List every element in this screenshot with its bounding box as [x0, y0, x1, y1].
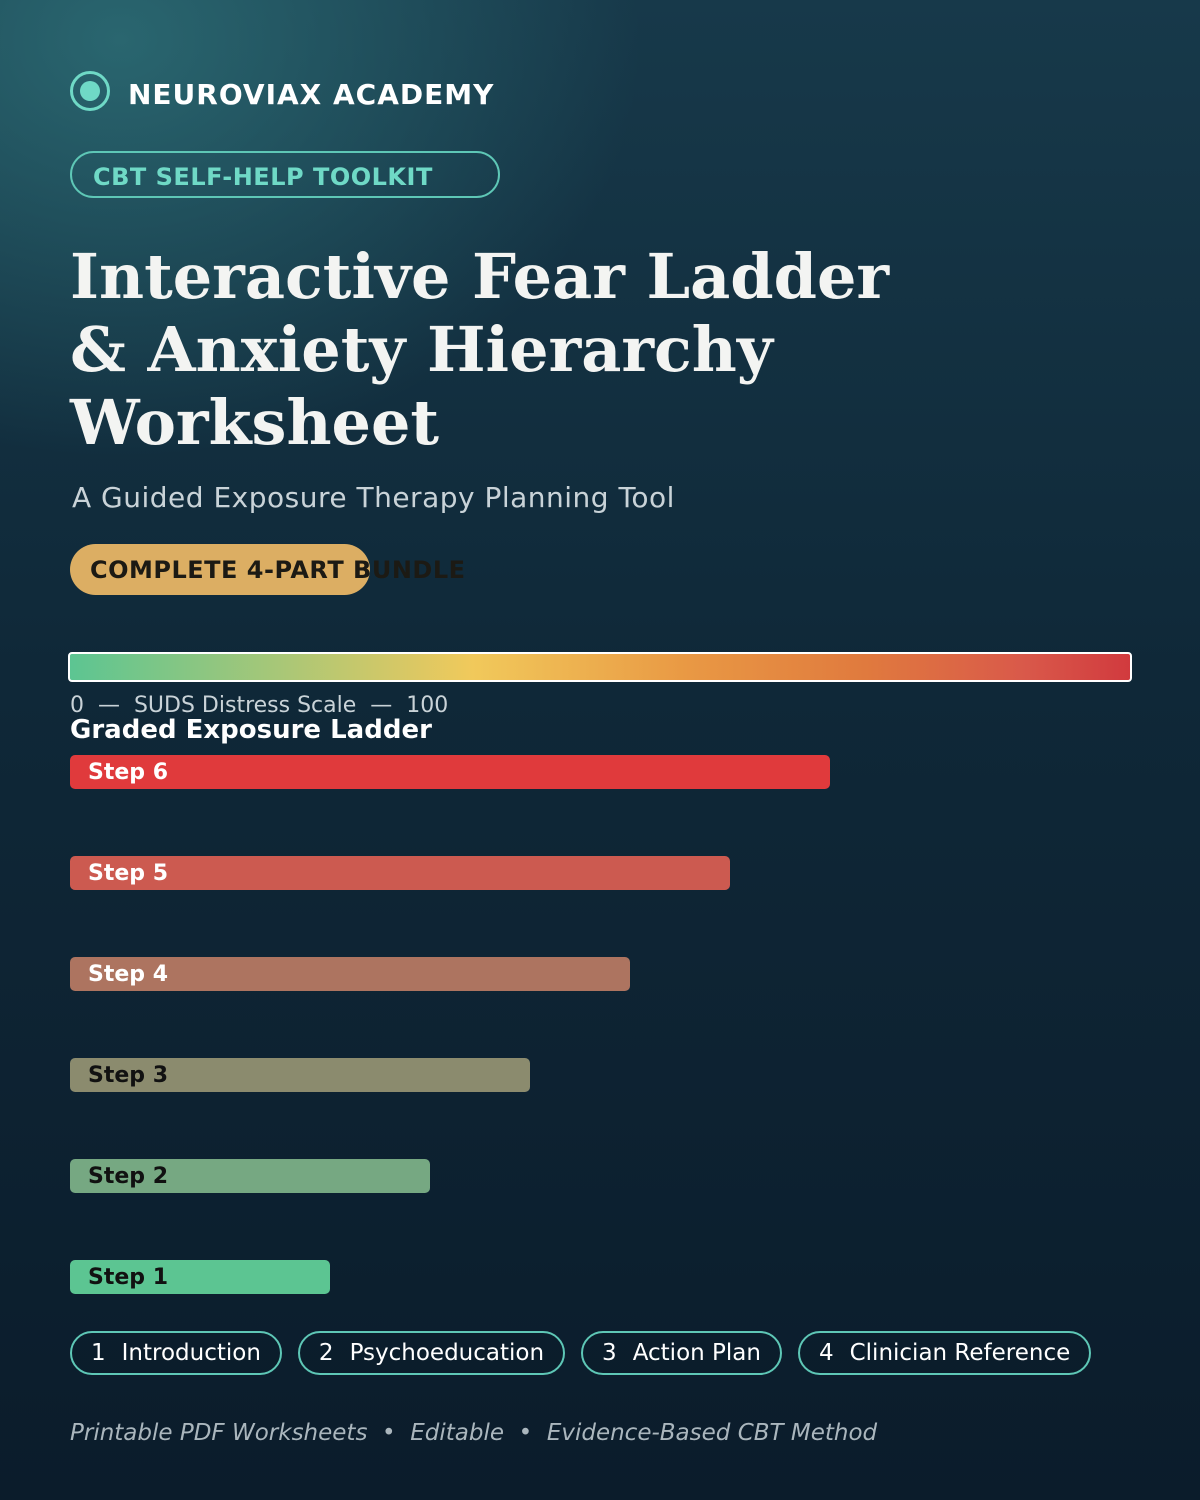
title-line: & Anxiety Hierarchy: [70, 313, 773, 386]
part-pill[interactable]: 2 Psychoeducation: [297, 1331, 566, 1375]
step-bar: Step 2: [70, 1159, 430, 1193]
step-bar: Step 6: [70, 755, 830, 789]
part-label: Clinician Reference: [849, 1340, 1071, 1366]
subtitle: A Guided Exposure Therapy Planning Tool: [72, 481, 675, 514]
title-line: Worksheet: [70, 386, 440, 459]
scale-label: 0 — SUDS Distress Scale — 100: [70, 693, 449, 718]
part-number: 4: [818, 1340, 834, 1366]
part-pill[interactable]: 1 Introduction: [70, 1331, 282, 1375]
step-bar: Step 3: [70, 1058, 530, 1092]
parts: 1 Introduction 2 Psychoeducation 3 Action P…: [70, 1331, 1092, 1375]
ladder-title: Graded Exposure Ladder: [70, 715, 432, 745]
badge-text: COMPLETE 4-PART BUNDLE: [90, 556, 466, 584]
suds-scale: [68, 652, 1132, 682]
badge: [70, 544, 370, 595]
part-number: 2: [318, 1340, 334, 1366]
brand: NEUROVIAX ACADEMY: [128, 78, 495, 111]
step-bar: Step 5: [70, 856, 730, 890]
part-pill[interactable]: 3 Action Plan: [581, 1331, 782, 1375]
footer: Printable PDF Worksheets • Editable • Ev…: [70, 1420, 878, 1446]
part-label: Psychoeducation: [349, 1340, 545, 1366]
title: Interactive Fear Ladder & Anxiety Hierar…: [70, 240, 889, 459]
title-line: Interactive Fear Ladder: [70, 240, 890, 313]
part-pill[interactable]: 4 Clinician Reference: [797, 1331, 1092, 1375]
part-label: Action Plan: [632, 1340, 761, 1366]
step-bar: Step 4: [70, 957, 630, 991]
part-number: 1: [91, 1340, 106, 1366]
part-number: 3: [602, 1340, 617, 1366]
tag: CBT SELF-HELP TOOLKIT: [70, 151, 500, 198]
part-label: Introduction: [121, 1340, 261, 1366]
step-bar: Step 1: [70, 1260, 330, 1294]
logo: [70, 71, 110, 111]
